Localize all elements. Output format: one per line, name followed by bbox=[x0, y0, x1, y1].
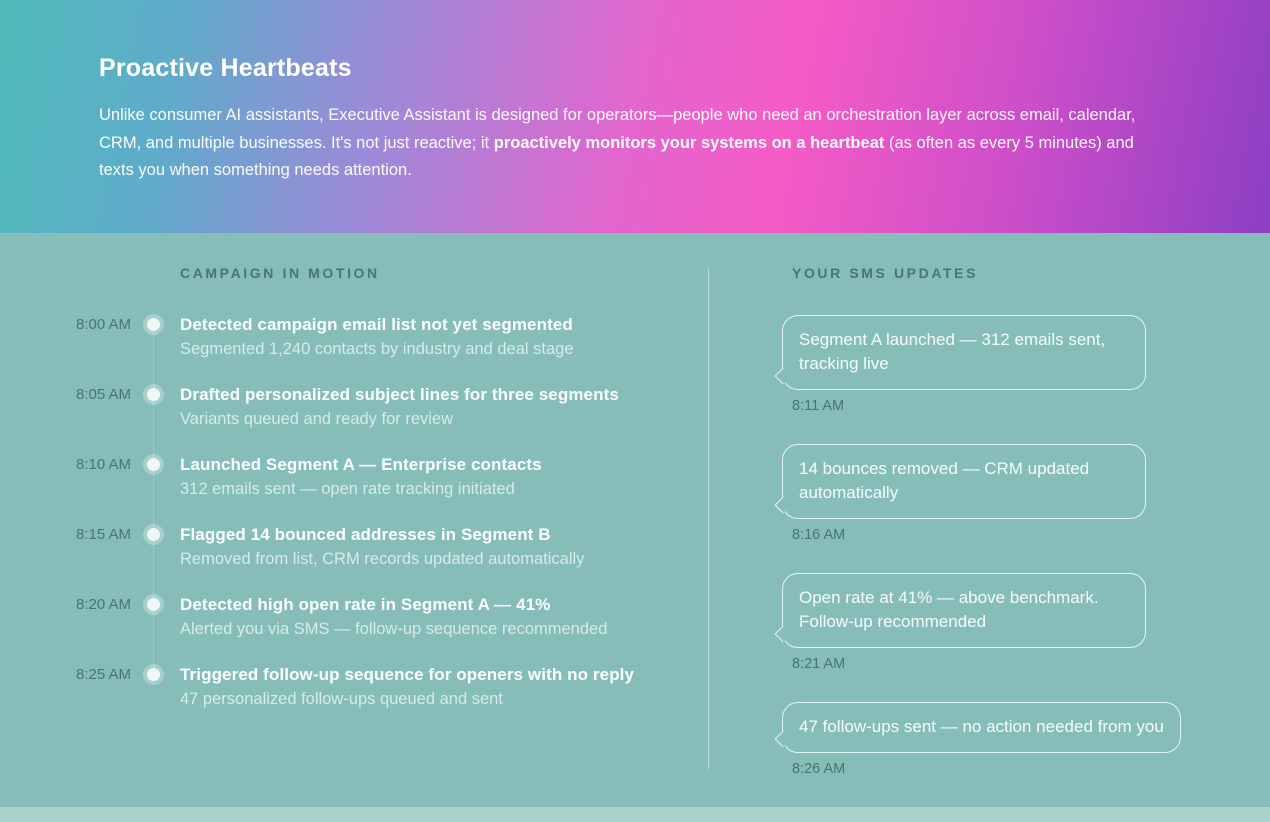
timeline-dot-cell bbox=[146, 592, 162, 641]
timeline-entry: Flagged 14 bounced addresses in Segment … bbox=[180, 522, 708, 571]
bottom-strip bbox=[0, 807, 1270, 822]
timeline-dot-icon bbox=[147, 528, 160, 541]
timeline-title: Triggered follow-up sequence for openers… bbox=[180, 665, 635, 684]
timeline-title: Flagged 14 bounced addresses in Segment … bbox=[180, 525, 551, 544]
timeline-time: 8:00 AM bbox=[76, 316, 132, 333]
timeline-dot-icon bbox=[147, 388, 160, 401]
timeline-entry: Launched Segment A — Enterprise contacts… bbox=[180, 452, 708, 501]
sms-bubble: 14 bounces removed — CRM updated automat… bbox=[774, 444, 1146, 519]
sms-bubble: Segment A launched — 312 emails sent, tr… bbox=[774, 315, 1146, 390]
sms-message: 47 follow-ups sent — no action needed fr… bbox=[774, 702, 1230, 777]
sms-bubble-tail-icon bbox=[774, 730, 792, 748]
timeline-subtitle: Segmented 1,240 contacts by industry and… bbox=[180, 340, 574, 358]
timeline-entry: Drafted personalized subject lines for t… bbox=[180, 382, 708, 431]
timeline-subtitle: 312 emails sent — open rate tracking ini… bbox=[180, 480, 515, 498]
page-title: Proactive Heartbeats bbox=[99, 54, 352, 82]
timeline-item: 8:15 AM Flagged 14 bounced addresses in … bbox=[76, 522, 708, 571]
sms-bubble-text: Segment A launched — 312 emails sent, tr… bbox=[799, 330, 1106, 373]
timeline-item: 8:20 AM Detected high open rate in Segme… bbox=[76, 592, 708, 641]
timeline-dot-cell bbox=[146, 312, 162, 361]
sms-message: Open rate at 41% — above benchmark. Foll… bbox=[774, 573, 1230, 672]
timeline-subtitle: 47 personalized follow-ups queued and se… bbox=[180, 690, 503, 708]
sms-column: YOUR SMS UPDATES Segment A launched — 31… bbox=[709, 233, 1270, 807]
sms-bubble-tail-icon bbox=[774, 625, 792, 643]
timeline-time: 8:25 AM bbox=[76, 666, 132, 683]
timeline-dot-cell bbox=[146, 382, 162, 431]
timeline-dot-icon bbox=[147, 318, 160, 331]
timeline-title: Drafted personalized subject lines for t… bbox=[180, 385, 619, 404]
timeline-time: 8:15 AM bbox=[76, 526, 132, 543]
sms-bubble: Open rate at 41% — above benchmark. Foll… bbox=[774, 573, 1146, 648]
hero-description-bold: proactively monitors your systems on a h… bbox=[493, 133, 885, 152]
hero-description-post: (as often as every 5 minutes) and texts … bbox=[99, 133, 1134, 180]
timeline-item: 8:00 AM Detected campaign email list not… bbox=[76, 312, 708, 361]
campaign-column: CAMPAIGN IN MOTION 8:00 AM Detected camp… bbox=[0, 233, 708, 807]
sms-bubble-tail-icon bbox=[774, 496, 792, 514]
sms-heading: YOUR SMS UPDATES bbox=[792, 265, 979, 281]
timeline-dot-icon bbox=[147, 668, 160, 681]
timeline-item: 8:25 AM Triggered follow-up sequence for… bbox=[76, 662, 708, 711]
sms-timestamp: 8:11 AM bbox=[792, 398, 845, 414]
timeline-title: Launched Segment A — Enterprise contacts bbox=[180, 455, 542, 474]
timeline-item: 8:05 AM Drafted personalized subject lin… bbox=[76, 382, 708, 431]
timeline-time: 8:05 AM bbox=[76, 386, 132, 403]
hero-description: Unlike consumer AI assistants, Executive… bbox=[99, 102, 1170, 185]
timeline-dot-cell bbox=[146, 662, 162, 711]
hero-section: Proactive Heartbeats Unlike consumer AI … bbox=[0, 0, 1270, 233]
timeline-subtitle: Variants queued and ready for review bbox=[180, 410, 454, 428]
timeline-title: Detected campaign email list not yet seg… bbox=[180, 315, 573, 334]
sms-message: Segment A launched — 312 emails sent, tr… bbox=[774, 315, 1230, 414]
timeline-subtitle: Removed from list, CRM records updated a… bbox=[180, 550, 585, 568]
sms-message: 14 bounces removed — CRM updated automat… bbox=[774, 444, 1230, 543]
column-divider bbox=[708, 268, 709, 769]
timeline-subtitle: Alerted you via SMS — follow-up sequence… bbox=[180, 620, 608, 638]
timeline-time: 8:10 AM bbox=[76, 456, 132, 473]
timeline-dot-icon bbox=[147, 458, 160, 471]
timeline-dot-icon bbox=[147, 598, 160, 611]
campaign-timeline: 8:00 AM Detected campaign email list not… bbox=[76, 312, 708, 711]
sms-bubble-tail-icon bbox=[774, 367, 792, 385]
sms-timestamp: 8:16 AM bbox=[792, 527, 846, 543]
timeline-item: 8:10 AM Launched Segment A — Enterprise … bbox=[76, 452, 708, 501]
timeline-entry: Triggered follow-up sequence for openers… bbox=[180, 662, 708, 711]
timeline-title: Detected high open rate in Segment A — 4… bbox=[180, 595, 551, 614]
sms-bubble-text: 14 bounces removed — CRM updated automat… bbox=[799, 459, 1090, 502]
timeline-entry: Detected campaign email list not yet seg… bbox=[180, 312, 708, 361]
sms-timestamp: 8:26 AM bbox=[792, 761, 846, 777]
sms-bubble-text: 47 follow-ups sent — no action needed fr… bbox=[799, 717, 1164, 736]
timeline-entry: Detected high open rate in Segment A — 4… bbox=[180, 592, 708, 641]
timeline-dot-cell bbox=[146, 522, 162, 571]
sms-list: Segment A launched — 312 emails sent, tr… bbox=[774, 315, 1230, 777]
main-section: CAMPAIGN IN MOTION 8:00 AM Detected camp… bbox=[0, 233, 1270, 807]
sms-bubble: 47 follow-ups sent — no action needed fr… bbox=[774, 702, 1181, 753]
hero-description-pre: Unlike consumer AI assistants, Executive… bbox=[99, 106, 1136, 152]
timeline-time: 8:20 AM bbox=[76, 596, 132, 613]
timeline-dot-cell bbox=[146, 452, 162, 501]
sms-timestamp: 8:21 AM bbox=[792, 656, 846, 672]
sms-bubble-text: Open rate at 41% — above benchmark. Foll… bbox=[799, 588, 1099, 631]
campaign-heading: CAMPAIGN IN MOTION bbox=[180, 265, 380, 281]
